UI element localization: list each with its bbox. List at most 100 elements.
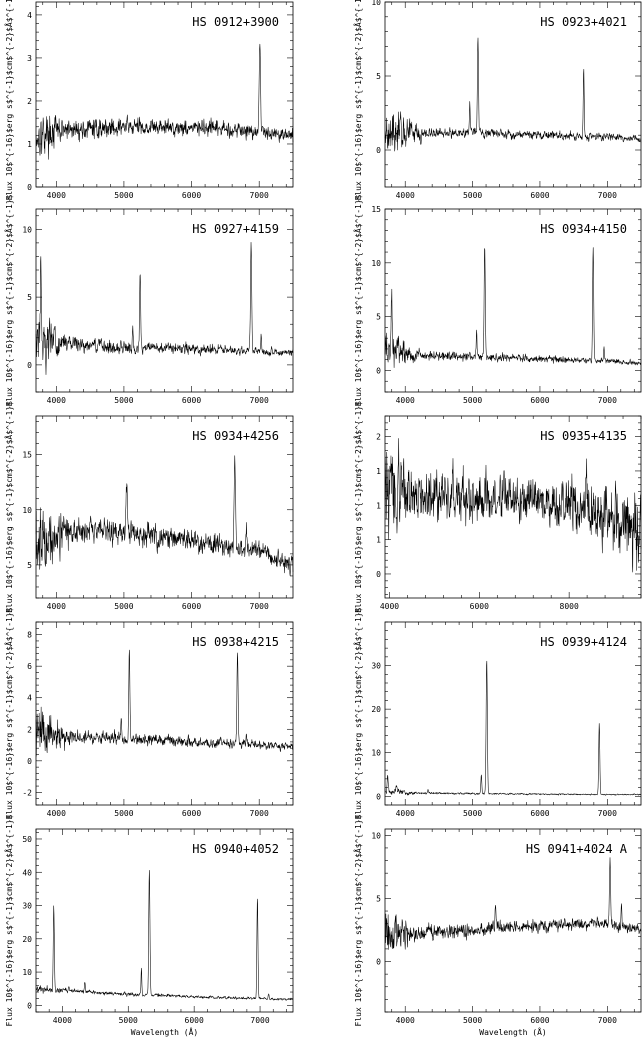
x-tick-label: 6000 xyxy=(530,809,549,818)
x-tick-label: 5000 xyxy=(463,809,482,818)
x-tick-label: 6000 xyxy=(530,1016,549,1025)
x-tick-label: 6000 xyxy=(182,191,201,200)
x-tick-label: 7000 xyxy=(250,1016,269,1025)
x-tick-label: 7000 xyxy=(250,809,269,818)
x-tick-label: 5000 xyxy=(463,396,482,405)
spectrum-title: HS 0939+4124 xyxy=(540,635,627,649)
plot-frame xyxy=(384,828,642,1013)
y-axis-label: Flux 10$^{-16}$erg s$^{-1}$cm$^{-2}$Å$^{… xyxy=(352,814,363,1026)
y-tick-label: 10 xyxy=(371,749,381,758)
spectrum-panel-4: 4000 5000 6000 7000 0 5 10 15 HS 0934+4150 Flux 1… xyxy=(352,194,642,406)
x-tick-label: 6000 xyxy=(530,191,549,200)
y-axis-label: Flux 10$^{-16}$erg s$^{-1}$cm$^{-2}$Å$^{… xyxy=(352,194,363,406)
y-tick-label: 5 xyxy=(376,72,381,81)
spectrum-line xyxy=(384,37,642,152)
y-tick-label: 5 xyxy=(376,894,381,903)
plot-frame xyxy=(384,621,642,806)
y-tick-label: 1 xyxy=(376,467,381,476)
spectrum-panel-9: 4000 5000 6000 7000 0 10 20 30 40 50 HS 0940+4052 F… xyxy=(3,814,294,1037)
x-tick-label: 5000 xyxy=(119,1016,138,1025)
y-tick-label: 5 xyxy=(27,561,32,570)
plot-frame xyxy=(35,415,294,599)
spectrum-panel-3: 4000 5000 6000 7000 0 5 10 HS 0927+4159 Flux 10$… xyxy=(3,194,294,406)
x-tick-label: 5000 xyxy=(463,1016,482,1025)
y-tick-label: 30 xyxy=(22,902,32,911)
y-tick-label: 0 xyxy=(27,757,32,766)
spectrum-panel-1: 4000 5000 6000 7000 0 1 2 3 4 HS 0912+3900 Flux 10… xyxy=(3,0,294,200)
x-tick-label: 5000 xyxy=(114,809,133,818)
y-tick-label: 0 xyxy=(376,146,381,155)
spectrum-title: HS 0938+4215 xyxy=(192,635,279,649)
y-tick-label: 3 xyxy=(27,54,32,63)
spectrum-line xyxy=(384,857,642,950)
spectrum-title: HS 0941+4024 A xyxy=(526,842,628,856)
spectrum-title: HS 0923+4021 xyxy=(540,15,627,29)
x-tick-label: 4000 xyxy=(47,191,66,200)
x-tick-label: 4000 xyxy=(396,396,415,405)
plot-frame xyxy=(35,208,294,393)
spectrum-line xyxy=(35,869,294,1001)
spectrum-line xyxy=(384,660,642,796)
x-tick-label: 4000 xyxy=(396,191,415,200)
y-tick-label: 0 xyxy=(376,570,381,579)
y-tick-label: 5 xyxy=(376,313,381,322)
x-tick-label: 7000 xyxy=(598,396,617,405)
y-tick-label: 4 xyxy=(27,11,32,20)
spectrum-panel-7: 4000 5000 6000 7000 -2 0 2 4 6 8 HS 0938+4215 Flux … xyxy=(3,607,294,819)
y-tick-label: 0 xyxy=(27,183,32,192)
y-tick-label: 2 xyxy=(27,97,32,106)
y-tick-label: 6 xyxy=(27,662,32,671)
x-tick-label: 7000 xyxy=(250,396,269,405)
y-tick-label: 30 xyxy=(371,662,381,671)
spectrum-panel-8: 4000 5000 6000 7000 0 10 20 30 HS 0939+4124 Flux … xyxy=(352,607,642,819)
y-tick-label: 5 xyxy=(27,293,32,302)
spectrum-title: HS 0940+4052 xyxy=(192,842,279,856)
spectrum-title: HS 0935+4135 xyxy=(540,429,627,443)
x-tick-label: 4000 xyxy=(53,1016,72,1025)
y-axis-label: Flux 10$^{-16}$erg s$^{-1}$cm$^{-2}$Å$^{… xyxy=(3,194,14,406)
spectrum-line xyxy=(35,455,294,577)
x-tick-label: 7000 xyxy=(250,602,269,611)
x-axis-label: Wavelength (Å) xyxy=(479,1026,546,1037)
x-tick-label: 6000 xyxy=(470,602,489,611)
spectrum-title: HS 0927+4159 xyxy=(192,222,279,236)
spectrum-panel-10: 4000 5000 6000 7000 0 5 10 HS 0941+4024 A Flux 1… xyxy=(352,814,642,1037)
y-tick-label: 1 xyxy=(376,536,381,545)
y-axis-label: Flux 10$^{-16}$erg s$^{-1}$cm$^{-2}$Å$^{… xyxy=(352,401,363,613)
plot-frame xyxy=(384,208,642,393)
y-tick-label: 50 xyxy=(22,835,32,844)
y-tick-label: 10 xyxy=(22,968,32,977)
y-tick-label: 15 xyxy=(371,205,381,214)
spectrum-line xyxy=(384,438,642,573)
y-tick-label: 0 xyxy=(376,366,381,375)
x-tick-label: 7000 xyxy=(598,191,617,200)
y-tick-label: 10 xyxy=(371,831,381,840)
x-tick-label: 4000 xyxy=(47,396,66,405)
x-tick-label: 5000 xyxy=(114,191,133,200)
y-axis-label: Flux 10$^{-16}$erg s$^{-1}$cm$^{-2}$Å$^{… xyxy=(352,607,363,819)
y-axis-label: Flux 10$^{-16}$erg s$^{-1}$cm$^{-2}$Å$^{… xyxy=(3,401,14,613)
spectrum-panel-2: 4000 5000 6000 7000 0 5 10 HS 0923+4021 Flux 10$… xyxy=(352,0,642,200)
y-tick-label: 0 xyxy=(376,792,381,801)
x-tick-label: 4000 xyxy=(380,602,399,611)
y-tick-label: 40 xyxy=(22,868,32,877)
y-tick-label: 1 xyxy=(27,140,32,149)
y-tick-label: 10 xyxy=(22,225,32,234)
x-tick-label: 5000 xyxy=(114,602,133,611)
x-tick-label: 8000 xyxy=(560,602,579,611)
y-axis-label: Flux 10$^{-16}$erg s$^{-1}$cm$^{-2}$Å$^{… xyxy=(3,814,14,1026)
x-axis-label: Wavelength (Å) xyxy=(131,1026,198,1037)
y-axis-label: Flux 10$^{-16}$erg s$^{-1}$cm$^{-2}$Å$^{… xyxy=(3,607,14,819)
y-tick-label: 1 xyxy=(376,501,381,510)
y-tick-label: 4 xyxy=(27,694,32,703)
spectrum-line xyxy=(35,43,294,160)
spectrum-line xyxy=(35,241,294,375)
spectrum-title: HS 0912+3900 xyxy=(192,15,279,29)
plot-frame xyxy=(384,415,642,599)
y-tick-label: 0 xyxy=(376,958,381,967)
spectrum-line xyxy=(35,649,294,757)
x-tick-label: 6000 xyxy=(185,1016,204,1025)
plot-frame xyxy=(384,1,642,188)
spectrum-title: HS 0934+4150 xyxy=(540,222,627,236)
